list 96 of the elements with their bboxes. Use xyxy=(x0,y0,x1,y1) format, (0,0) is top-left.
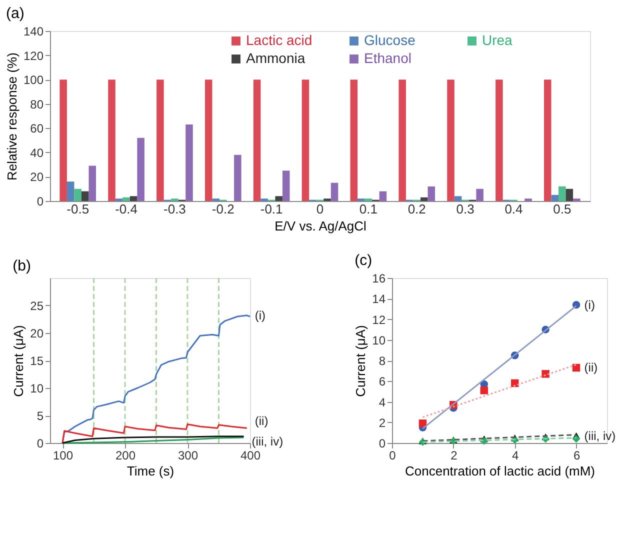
line-series xyxy=(62,424,248,444)
bar xyxy=(551,194,559,201)
x-tick-label: 4 xyxy=(512,448,520,462)
legend-label: Lactic acid xyxy=(246,32,312,48)
y-tick-label: 25 xyxy=(30,299,44,313)
x-tick-label: 0 xyxy=(316,202,324,216)
point xyxy=(480,386,488,394)
bar xyxy=(454,196,462,201)
x-tick-label: 100 xyxy=(52,448,74,462)
x-tick-label: -0.2 xyxy=(212,202,234,216)
x-tick-label: 300 xyxy=(178,448,198,462)
y-tick-label: 0 xyxy=(36,436,44,450)
annotation: (i) xyxy=(254,308,266,322)
x-tick-label: 2 xyxy=(450,448,458,462)
x-tick-label: -0.3 xyxy=(164,202,186,216)
x-tick-label: 0.2 xyxy=(408,202,426,216)
y-tick-label: 5 xyxy=(36,409,44,423)
bar xyxy=(330,182,338,201)
chart-title: (c) xyxy=(354,252,372,269)
y-tick-label: 14 xyxy=(372,292,386,306)
bar xyxy=(420,197,428,201)
y-tick-label: 0 xyxy=(378,436,386,450)
y-axis-title: Current (μA) xyxy=(353,325,368,397)
bar xyxy=(81,191,89,201)
x-tick-label: 0.3 xyxy=(456,202,474,216)
x-tick-label: 0.4 xyxy=(504,202,523,216)
annotation: (i) xyxy=(584,298,595,312)
y-tick-label: 8 xyxy=(378,354,386,368)
legend-label: Urea xyxy=(482,32,513,48)
bar xyxy=(204,80,212,201)
x-tick-label: 400 xyxy=(240,448,261,462)
bar xyxy=(302,80,310,201)
x-axis-title: Concentration of lactic acid (mM) xyxy=(404,464,596,478)
bar xyxy=(379,191,387,201)
x-axis-title: Time (s) xyxy=(126,464,174,478)
y-tick-label: 10 xyxy=(372,333,386,348)
y-tick-label: 140 xyxy=(23,24,44,38)
bar xyxy=(88,166,96,201)
bar xyxy=(428,186,436,201)
bar xyxy=(156,80,164,201)
bar xyxy=(108,80,116,201)
bar xyxy=(253,80,261,201)
y-tick-label: 80 xyxy=(30,97,44,112)
point xyxy=(418,420,427,428)
annotation: (iii, iv) xyxy=(252,434,284,448)
bar xyxy=(186,124,193,201)
bar xyxy=(544,80,552,201)
y-tick-label: 10 xyxy=(30,382,44,396)
bar xyxy=(282,170,290,201)
point xyxy=(542,370,550,378)
y-tick-label: 6 xyxy=(378,374,386,389)
bar xyxy=(60,80,67,201)
chart-title: (b) xyxy=(12,257,31,274)
bar xyxy=(122,197,130,201)
x-tick-label: 0.1 xyxy=(359,202,378,216)
x-tick-label: 200 xyxy=(115,448,136,462)
y-tick-label: 16 xyxy=(372,272,386,286)
bar xyxy=(130,196,138,201)
y-tick-label: 12 xyxy=(372,312,386,327)
bar xyxy=(496,80,503,201)
annotation: (ii) xyxy=(584,360,598,375)
annotation: (ii) xyxy=(254,414,268,428)
legend-label: Ammonia xyxy=(246,50,306,66)
x-tick-label: -0.4 xyxy=(115,202,138,216)
bar xyxy=(137,138,144,201)
x-tick-label: 6 xyxy=(573,448,580,462)
legend-label: Ethanol xyxy=(364,50,412,66)
y-axis-title: Relative response (%) xyxy=(4,52,20,180)
y-tick-label: 15 xyxy=(30,354,44,368)
chart-title: (a) xyxy=(6,5,24,22)
y-tick-label: 40 xyxy=(30,146,44,160)
bar xyxy=(74,188,82,201)
legend-label: Glucose xyxy=(364,32,416,48)
y-tick-label: 20 xyxy=(30,326,44,340)
x-tick-label: 0.5 xyxy=(553,202,572,216)
bar xyxy=(558,186,566,201)
bar xyxy=(66,182,74,201)
y-tick-label: 120 xyxy=(23,48,44,63)
x-tick-label: -0.5 xyxy=(66,202,90,216)
bar xyxy=(275,196,282,201)
bar xyxy=(398,80,406,201)
bar xyxy=(447,80,454,201)
annotation: (iii, iv) xyxy=(584,428,616,443)
bar xyxy=(566,188,574,201)
x-axis-title: E/V vs. Ag/AgCl xyxy=(274,218,366,234)
y-tick-label: 100 xyxy=(23,73,44,88)
y-axis-title: Current (μA) xyxy=(11,325,26,397)
y-tick-label: 2 xyxy=(378,416,386,430)
y-tick-label: 60 xyxy=(30,122,44,136)
bar xyxy=(234,154,242,201)
x-tick-label: 0 xyxy=(389,448,396,462)
bar xyxy=(350,80,358,201)
y-tick-label: 20 xyxy=(30,170,44,184)
y-tick-label: 4 xyxy=(378,395,386,410)
bar xyxy=(476,188,484,201)
x-tick-label: -0.1 xyxy=(260,202,283,216)
